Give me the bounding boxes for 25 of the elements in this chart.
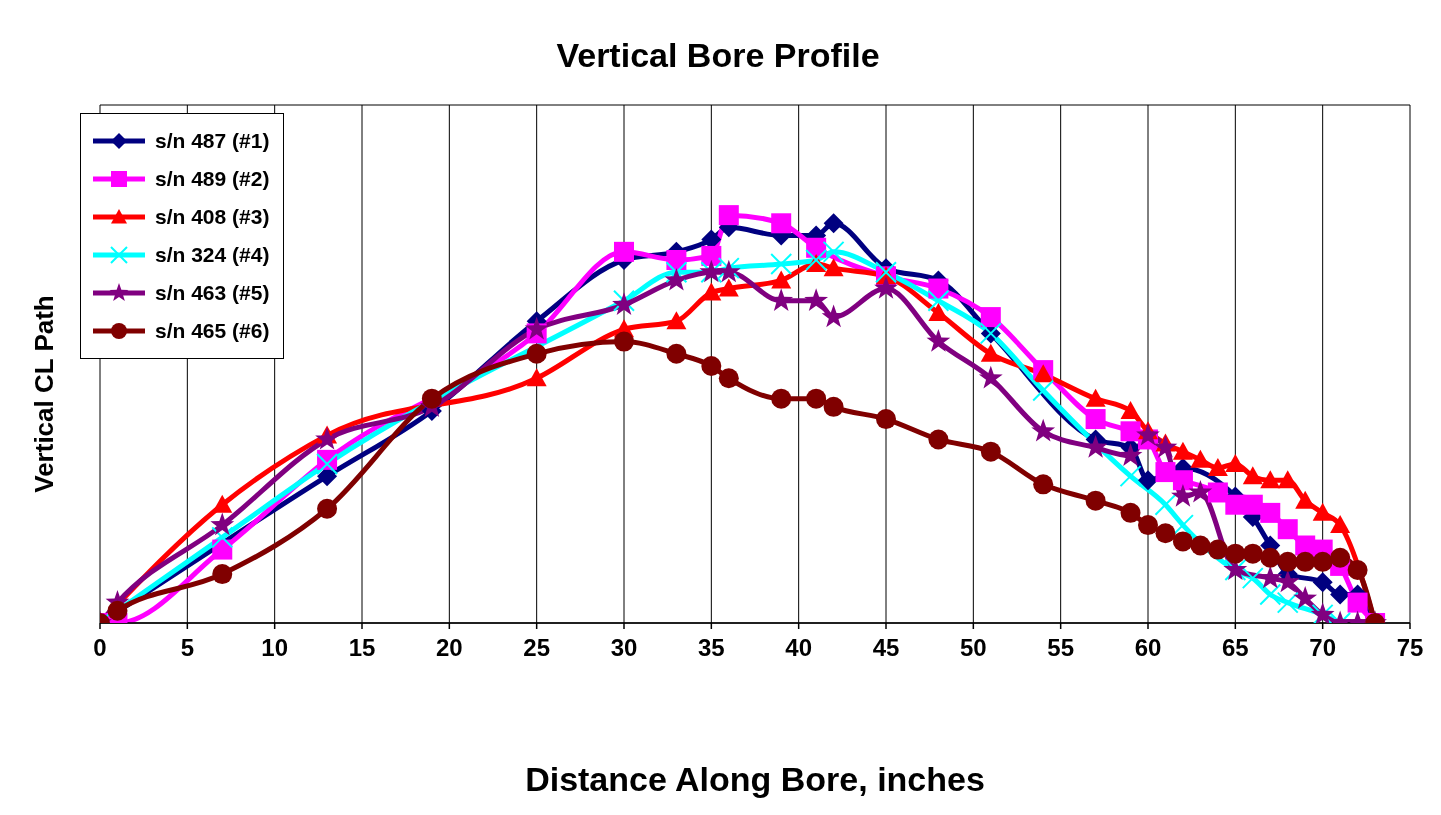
- x-tick-label: 35: [697, 634, 725, 662]
- x-tick-label: 20: [435, 634, 463, 662]
- legend-label: s/n 465 (#6): [155, 319, 270, 343]
- x-tick-label: 15: [348, 634, 376, 662]
- x-axis-title: Distance Along Bore, inches: [524, 760, 986, 799]
- x-tick-label: 10: [261, 634, 289, 662]
- x-tick-label: 70: [1309, 634, 1337, 662]
- x-tick-label: 50: [959, 634, 987, 662]
- x-tick-label: 25: [523, 634, 551, 662]
- x-tick-label: 60: [1134, 634, 1162, 662]
- x-tick-label: 75: [1396, 634, 1424, 662]
- x-tick-label: 5: [180, 634, 195, 662]
- x-tick-label: 0: [93, 634, 107, 662]
- chart-title: Vertical Bore Profile: [555, 36, 881, 75]
- legend-label: s/n 463 (#5): [155, 281, 270, 305]
- legend-label: s/n 324 (#4): [155, 243, 270, 267]
- legend-label: s/n 487 (#1): [155, 129, 270, 153]
- x-tick-label: 45: [872, 634, 900, 662]
- x-tick-label: 65: [1221, 634, 1249, 662]
- y-axis-title: Vertical CL Path: [28, 295, 60, 493]
- legend-label: s/n 408 (#3): [155, 205, 270, 229]
- x-tick-label: 30: [610, 634, 638, 662]
- x-tick-label: 40: [785, 634, 813, 662]
- legend-label: s/n 489 (#2): [155, 167, 270, 191]
- x-tick-label: 55: [1047, 634, 1075, 662]
